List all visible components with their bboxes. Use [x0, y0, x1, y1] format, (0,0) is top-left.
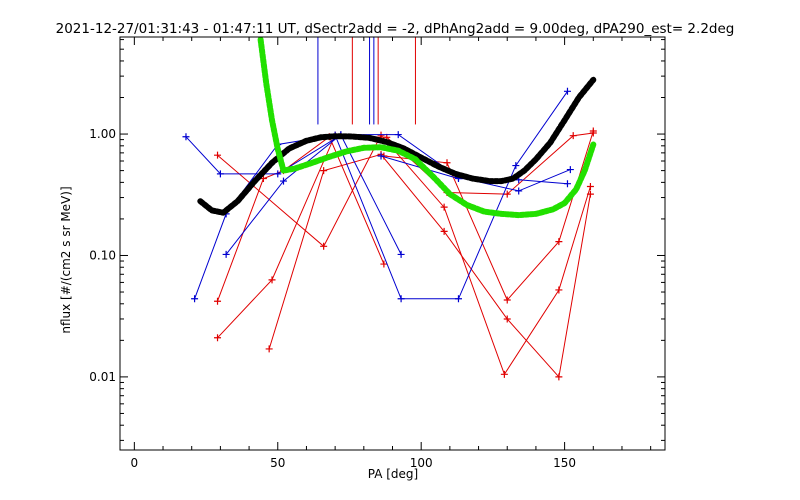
series-4-point-1 [214, 151, 222, 159]
series-3-point-6 [555, 373, 563, 381]
plot-area [182, 37, 597, 381]
series-1-point-5 [380, 260, 388, 268]
x-tick-label-50: 50 [270, 456, 285, 470]
series-5-point-2 [443, 159, 451, 167]
series-4-point-7 [586, 182, 594, 190]
axes: 0 50 100 150 0.01 0.10 1.00 [89, 36, 666, 470]
chart-title: 2021-12-27/01:31:43 - 01:47:11 UT, dSect… [56, 21, 735, 37]
y-axis-label: nflux [#/(cm2 s sr MeV)] [59, 186, 73, 333]
series-6-line [185, 134, 402, 255]
series-7-line [194, 91, 568, 300]
plot-content [182, 37, 597, 381]
series-6-point-1 [182, 133, 190, 141]
series-4-point-6 [555, 286, 563, 294]
y-tick-label-1: 0.10 [89, 248, 116, 262]
series-3-point-2 [320, 167, 328, 175]
series-7-point-8 [563, 87, 571, 95]
x-tick-label-0: 0 [131, 456, 139, 470]
series-7-point-6 [454, 295, 462, 303]
series-8-point-7 [566, 166, 574, 174]
series-7-point-7 [512, 162, 520, 170]
y-tick-label-2: 1.00 [89, 127, 116, 141]
x-tick-label-150: 150 [553, 456, 576, 470]
series-3-point-5 [503, 315, 511, 323]
series-7-point-1 [191, 295, 199, 303]
black-fit-curve [197, 76, 597, 216]
series-5-point-4 [555, 238, 563, 246]
series-6-point-3 [274, 170, 282, 178]
series-4-point-4 [440, 203, 448, 211]
series-8-point-4 [394, 131, 402, 139]
series-1-line [217, 136, 385, 302]
series-2-point-2 [268, 276, 276, 284]
series-2-point-6 [503, 190, 511, 198]
series-9-point-1 [377, 152, 385, 160]
plot-frame [119, 36, 666, 451]
series-8-point-2 [280, 177, 287, 185]
series-2-point-7 [569, 132, 577, 140]
series-6-point-5 [397, 250, 405, 258]
series-8-point-1 [222, 250, 230, 258]
green-fit-curve [257, 37, 597, 219]
series-5-point-3 [503, 296, 511, 304]
series-2-point-1 [214, 334, 222, 342]
series-4-point-5 [500, 370, 508, 378]
series-6-point-2 [216, 170, 224, 178]
series-3-point-4 [440, 227, 448, 235]
series-8-point-6 [515, 187, 523, 195]
series-3-line [268, 153, 591, 379]
series-5-point-5 [589, 127, 597, 135]
series-9-point-4 [563, 180, 571, 188]
series-1-point-1 [214, 297, 222, 305]
series-4-point-3 [377, 131, 385, 139]
series-3-point-1 [265, 345, 273, 353]
series-4-point-2 [320, 242, 328, 250]
y-tick-label-0: 0.01 [89, 370, 116, 384]
series-7-point-5 [397, 295, 405, 303]
x-tick-label-100: 100 [410, 456, 433, 470]
x-axis-label: PA [deg] [368, 467, 418, 481]
